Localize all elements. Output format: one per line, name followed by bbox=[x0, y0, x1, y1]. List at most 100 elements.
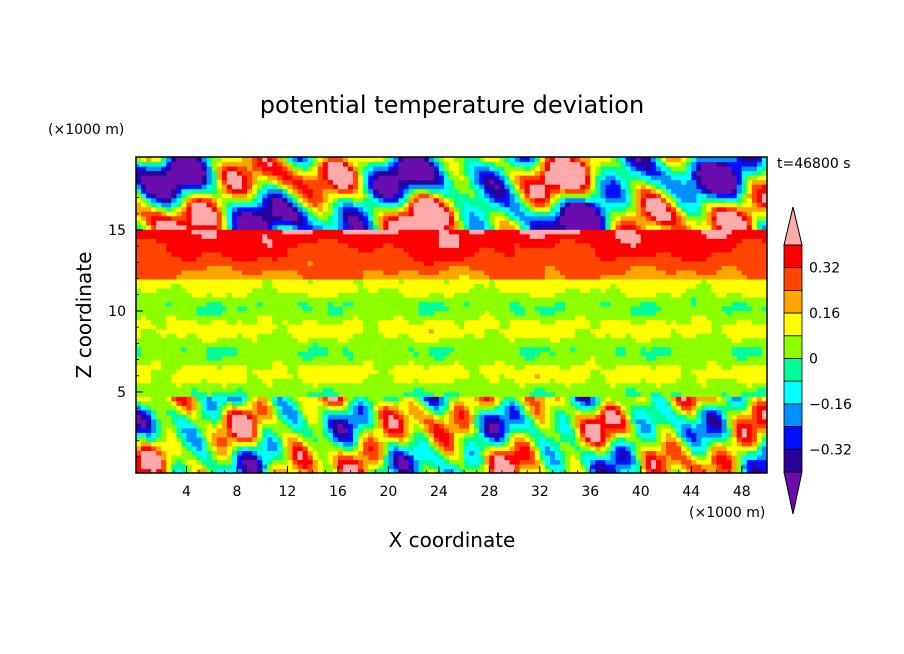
field-cell bbox=[494, 378, 501, 384]
field-cell bbox=[383, 238, 389, 244]
field-cell bbox=[448, 418, 455, 424]
field-cell bbox=[171, 414, 177, 420]
field-cell bbox=[403, 391, 410, 397]
field-cell bbox=[337, 432, 344, 438]
field-cell bbox=[332, 202, 339, 208]
field-cell bbox=[181, 319, 188, 325]
field-cell bbox=[469, 364, 475, 370]
field-cell bbox=[484, 328, 490, 334]
field-cell bbox=[201, 287, 208, 294]
field-cell bbox=[267, 342, 273, 348]
field-cell bbox=[494, 454, 501, 461]
field-cell bbox=[216, 175, 223, 181]
field-cell bbox=[348, 310, 354, 316]
field-cell bbox=[474, 315, 480, 321]
field-cell bbox=[342, 224, 349, 230]
field-cell bbox=[443, 301, 450, 307]
field-cell bbox=[423, 391, 430, 397]
field-cell bbox=[307, 342, 314, 348]
field-cell bbox=[388, 418, 395, 424]
field-cell bbox=[353, 206, 359, 212]
field-cell bbox=[277, 238, 283, 244]
field-cell bbox=[317, 301, 324, 307]
field-cell bbox=[206, 418, 213, 424]
field-cell bbox=[226, 233, 233, 239]
field-cell bbox=[398, 287, 405, 294]
field-cell bbox=[327, 351, 334, 357]
field-cell bbox=[201, 229, 208, 235]
field-cell bbox=[393, 287, 400, 294]
field-cell bbox=[151, 269, 157, 275]
field-cell bbox=[221, 296, 228, 303]
field-cell bbox=[181, 315, 188, 321]
field-cell bbox=[221, 161, 228, 167]
field-cell bbox=[433, 324, 440, 330]
field-cell bbox=[262, 238, 268, 244]
field-cell bbox=[398, 211, 405, 217]
field-cell bbox=[312, 418, 319, 424]
field-cell bbox=[423, 260, 430, 266]
field-cell bbox=[363, 166, 369, 172]
field-cell bbox=[464, 175, 470, 181]
field-cell bbox=[433, 247, 440, 253]
field-cell bbox=[297, 296, 304, 303]
field-cell bbox=[226, 197, 233, 203]
field-cell bbox=[272, 373, 278, 379]
field-cell bbox=[186, 179, 193, 185]
field-cell bbox=[479, 211, 485, 217]
field-cell bbox=[388, 211, 395, 217]
field-cell bbox=[211, 418, 218, 424]
field-cell bbox=[292, 287, 299, 294]
field-cell bbox=[221, 436, 228, 442]
field-cell bbox=[166, 287, 172, 294]
field-cell bbox=[332, 251, 339, 257]
field-cell bbox=[464, 373, 470, 379]
field-cell bbox=[221, 360, 228, 366]
field-cell bbox=[171, 170, 177, 176]
field-cell bbox=[479, 373, 485, 379]
field-cell bbox=[388, 179, 395, 185]
field-cell bbox=[242, 418, 248, 424]
field-cell bbox=[358, 220, 364, 226]
field-cell bbox=[272, 166, 278, 172]
field-cell bbox=[337, 378, 344, 384]
field-cell bbox=[337, 184, 344, 190]
field-cell bbox=[287, 400, 294, 406]
field-cell bbox=[282, 233, 289, 239]
field-cell bbox=[221, 405, 228, 411]
field-cell bbox=[216, 418, 223, 424]
field-cell bbox=[312, 400, 319, 406]
field-cell bbox=[201, 161, 208, 167]
field-cell bbox=[287, 378, 294, 384]
field-cell bbox=[287, 342, 294, 348]
field-cell bbox=[418, 409, 425, 415]
field-cell bbox=[454, 409, 460, 415]
field-cell bbox=[322, 283, 329, 289]
field-cell bbox=[267, 315, 273, 321]
field-cell bbox=[277, 387, 283, 393]
field-cell bbox=[277, 423, 283, 429]
field-cell bbox=[388, 324, 395, 330]
field-cell bbox=[342, 215, 349, 221]
field-cell bbox=[327, 310, 334, 316]
field-cell bbox=[423, 278, 430, 284]
field-cell bbox=[136, 229, 142, 235]
field-cell bbox=[151, 197, 157, 203]
field-cell bbox=[262, 269, 268, 275]
field-cell bbox=[363, 396, 369, 402]
field-cell bbox=[464, 274, 470, 280]
field-cell bbox=[176, 224, 183, 230]
field-cell bbox=[484, 427, 490, 433]
field-cell bbox=[282, 328, 289, 334]
field-cell bbox=[277, 215, 283, 221]
field-cell bbox=[247, 454, 253, 461]
field-cell bbox=[337, 247, 344, 253]
field-cell bbox=[257, 161, 263, 167]
field-cell bbox=[373, 328, 379, 334]
field-cell bbox=[267, 396, 273, 402]
field-cell bbox=[383, 333, 389, 339]
field-cell bbox=[317, 387, 324, 393]
field-cell bbox=[211, 274, 218, 280]
field-cell bbox=[423, 265, 430, 271]
field-cell bbox=[277, 324, 283, 330]
